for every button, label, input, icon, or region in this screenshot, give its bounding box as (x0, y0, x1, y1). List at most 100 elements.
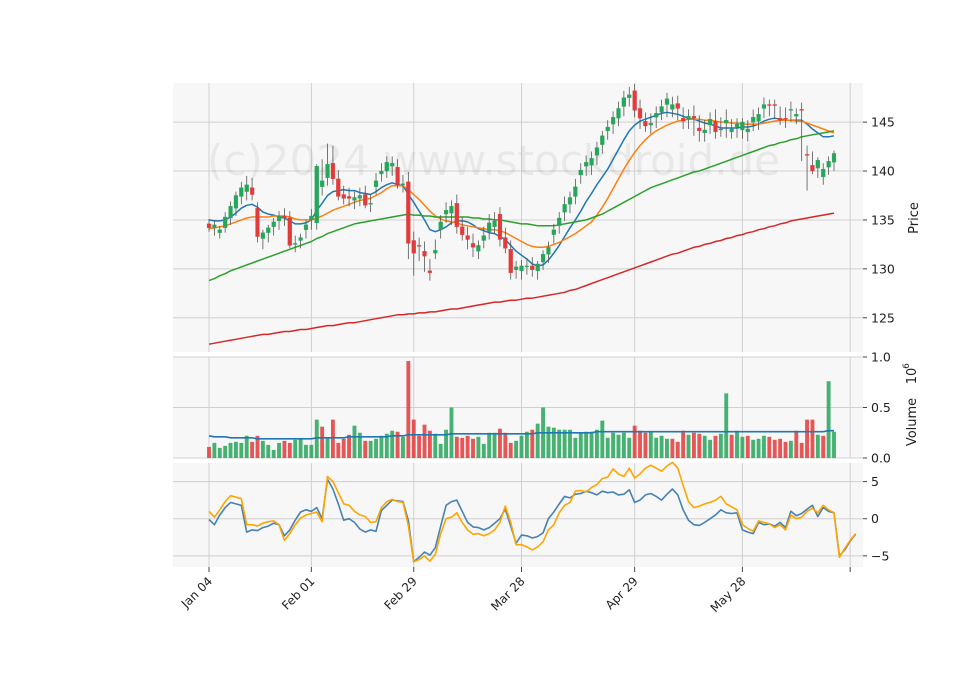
volume-axis-exponent-base: 10 (905, 368, 920, 385)
candle-down (530, 265, 535, 270)
volume-bar (244, 435, 249, 458)
volume-bar (465, 435, 470, 458)
volume-bar (471, 438, 475, 458)
volume-bar (417, 435, 422, 458)
candle-up (233, 195, 239, 209)
volume-bar (611, 432, 616, 458)
candle-up (524, 265, 529, 268)
candle-down (282, 215, 287, 219)
volume-bar (557, 429, 562, 458)
candle-down (406, 181, 411, 244)
price-axis-label: Price (907, 202, 922, 234)
candle-up (266, 227, 271, 233)
volume-bar (298, 438, 303, 458)
candle-down (713, 120, 718, 133)
oscillator-line-1 (208, 478, 857, 563)
candle-down (363, 194, 368, 206)
volume-bar (352, 425, 357, 458)
candle-up (293, 243, 298, 245)
volume-bar (347, 434, 352, 458)
x-tick-label: Apr 29 (603, 574, 641, 612)
candle-up (589, 158, 594, 166)
volume-bar (234, 441, 238, 458)
volume-bar (449, 407, 454, 458)
volume-bar (411, 419, 416, 458)
candle-up (217, 229, 222, 233)
candle-up (557, 217, 562, 226)
volume-bar (594, 429, 599, 458)
candle-down (675, 103, 680, 109)
volume-bar (212, 442, 217, 458)
candle-up (276, 215, 282, 222)
volume-bar (487, 432, 492, 458)
volume-bar (783, 441, 788, 458)
volume-bar (788, 440, 793, 458)
candle-down (632, 90, 637, 111)
candle-up (659, 106, 664, 113)
volume-bar (605, 437, 610, 458)
candle-up (449, 206, 454, 214)
candle-up (228, 206, 233, 219)
volume-bar (401, 436, 405, 458)
candle-up (756, 114, 761, 122)
volume-bar (691, 432, 696, 458)
volume-bar (832, 431, 836, 458)
candle-down (460, 226, 465, 235)
candle-up (578, 169, 583, 176)
candle-up (303, 224, 309, 230)
volume-bar (568, 429, 572, 458)
candle-up (352, 197, 357, 201)
candle-down (417, 245, 422, 247)
volume-bar (600, 420, 605, 458)
x-tick-label: Mar 28 (488, 574, 527, 613)
candle-down (395, 166, 400, 185)
candle-up (314, 165, 319, 224)
volume-bar (772, 439, 777, 458)
volume-bar (665, 438, 669, 458)
volume-bar (406, 361, 411, 458)
candle-up (400, 183, 406, 185)
volume-bar (384, 433, 389, 458)
candle-up (357, 195, 362, 199)
volume-bar (314, 419, 319, 458)
volume-bar (767, 436, 772, 458)
volume-bar (616, 434, 621, 458)
volume-bar (266, 444, 271, 458)
candle-up (379, 170, 384, 175)
candle-up (487, 222, 492, 232)
candle-up (611, 117, 616, 125)
volume-bar (514, 440, 519, 458)
volume-bar (228, 442, 233, 458)
candle-up (707, 119, 713, 126)
volume-bar (438, 443, 443, 458)
volume-bar (810, 419, 815, 458)
volume-bar (223, 445, 228, 458)
volume-bar (427, 430, 432, 458)
candle-up (390, 163, 395, 167)
volume-bar (826, 381, 831, 458)
volume-bar (330, 419, 335, 458)
volume-bar (815, 434, 820, 458)
volume-bar (287, 442, 292, 458)
oscillator-y-tick-label: 0 (871, 511, 879, 526)
candle-up (594, 147, 600, 156)
volume-axis-exponent: 6 (902, 363, 912, 369)
volume-bar (444, 429, 449, 458)
candle-down (799, 109, 804, 111)
volume-y-tick-label: 0.5 (871, 400, 891, 415)
candle-up (654, 113, 659, 118)
candle-down (778, 118, 783, 121)
volume-bar (681, 430, 686, 458)
candle-down (330, 163, 336, 180)
moving-average-line-3 (208, 130, 835, 282)
candle-down (503, 237, 508, 249)
volume-bar (756, 438, 761, 458)
candle-down (508, 249, 513, 273)
price-y-tick-label: 130 (871, 261, 895, 276)
volume-bar (627, 437, 632, 458)
volume-bar (589, 431, 594, 458)
volume-bar (503, 432, 508, 458)
candle-down (287, 217, 292, 246)
candle-up (384, 162, 389, 172)
